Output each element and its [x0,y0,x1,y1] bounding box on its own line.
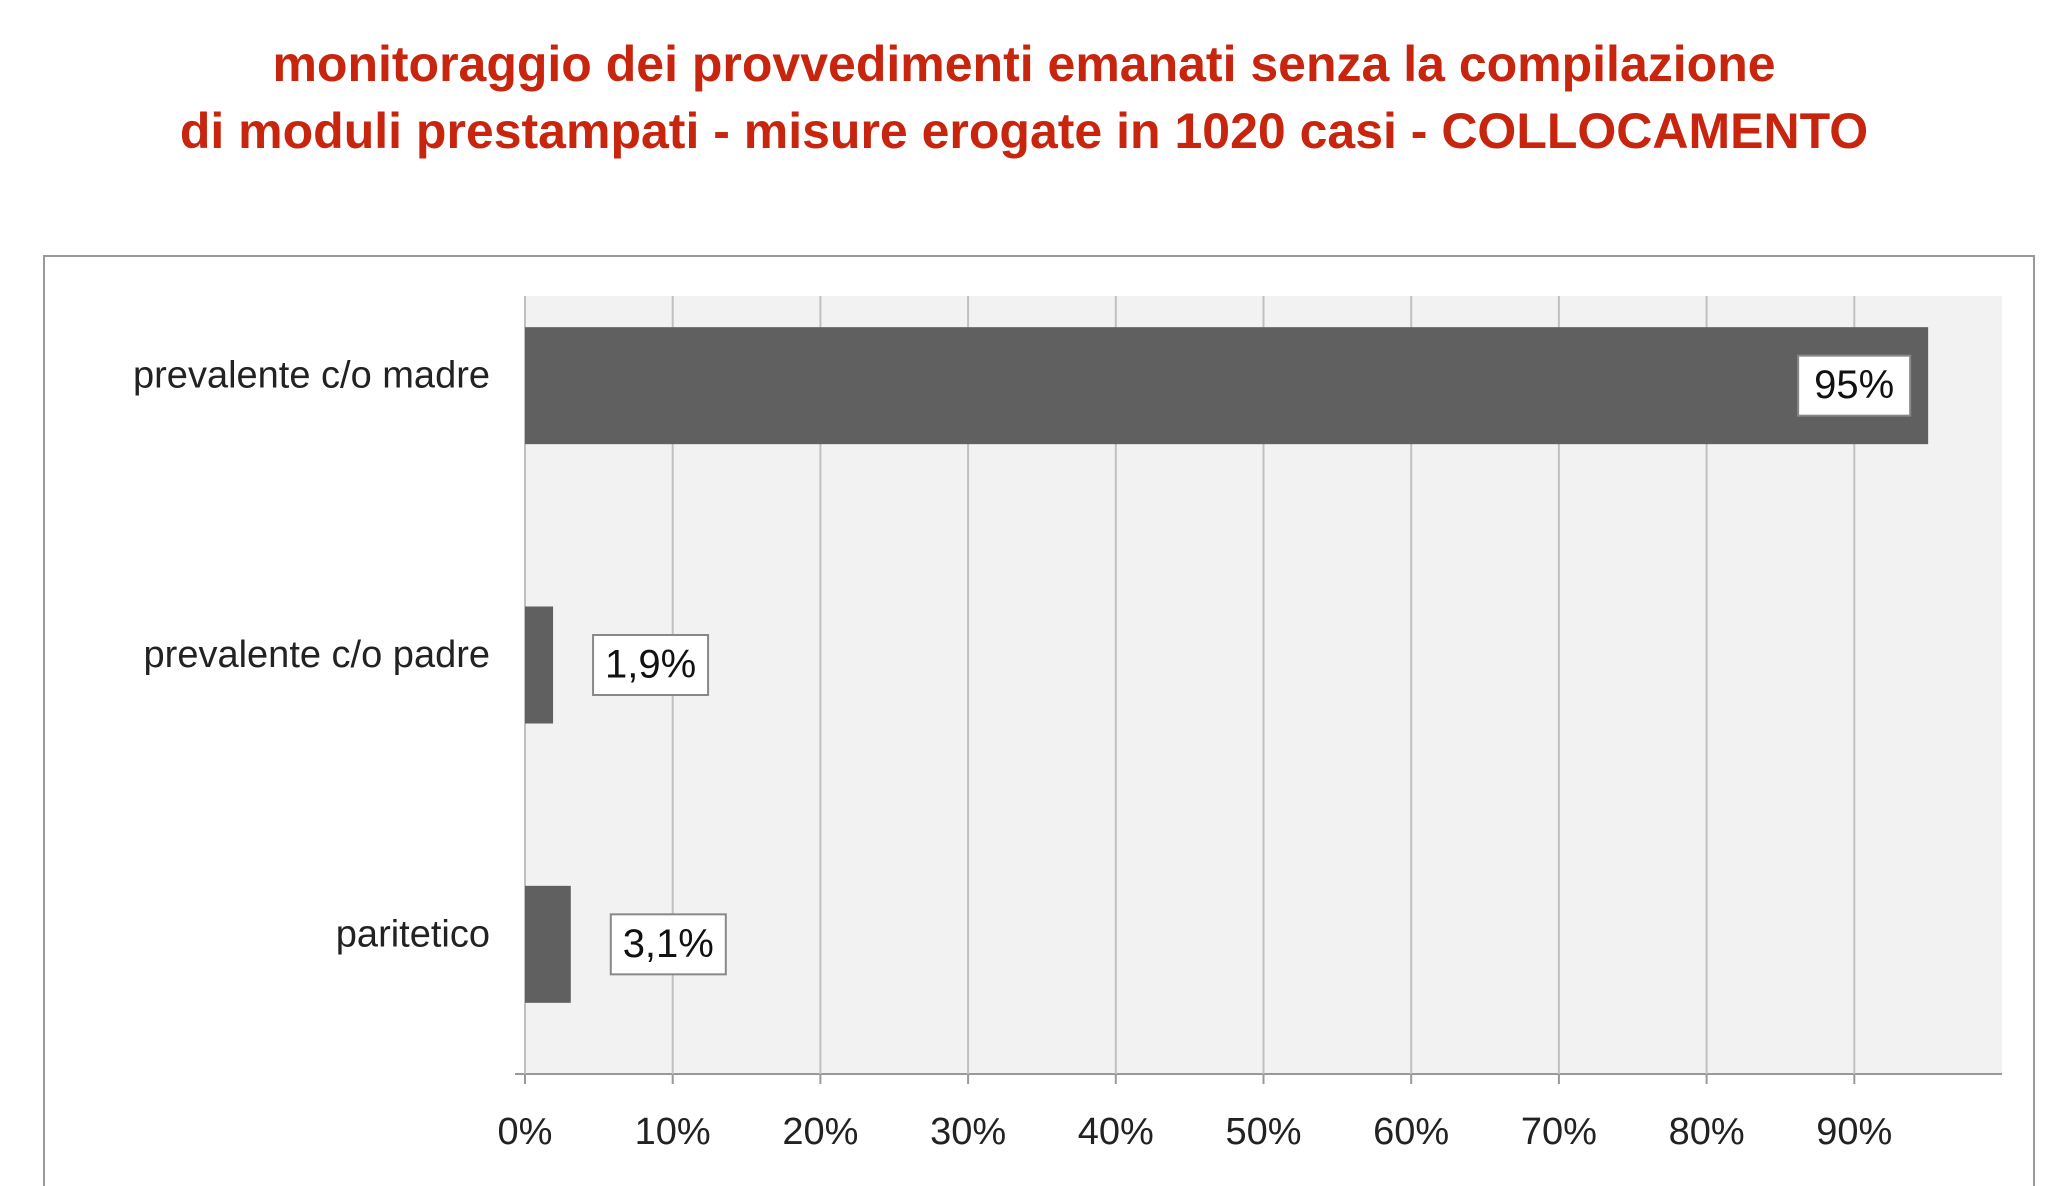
x-tick-label: 70% [1521,1111,1597,1153]
y-tick-label: prevalente c/o padre [144,634,490,676]
bar [525,327,1929,445]
x-tick-label: 90% [1816,1111,1892,1153]
bar [525,606,554,724]
x-tick-label: 0% [498,1111,553,1153]
x-tick-label: 50% [1225,1111,1301,1153]
x-tick-label: 30% [930,1111,1006,1153]
x-tick-label: 10% [635,1111,711,1153]
x-tick-label: 20% [782,1111,858,1153]
x-tick-label: 80% [1669,1111,1745,1153]
y-tick-label: paritetico [336,913,490,955]
value-label-box [609,913,727,976]
chart-title: di moduli prestampati - misure erogate i… [180,103,1868,159]
value-label-box [1797,354,1912,417]
value-label: 1,9% [605,643,696,687]
value-label: 95% [1814,363,1894,407]
chart-title: monitoraggio dei provvedimenti emanati s… [272,36,1775,92]
x-tick-label: 40% [1078,1111,1154,1153]
y-tick-label: prevalente c/o madre [133,355,490,397]
x-tick-label: 60% [1373,1111,1449,1153]
value-label-box [592,634,710,696]
bar [525,885,571,1003]
value-label: 3,1% [623,922,714,966]
